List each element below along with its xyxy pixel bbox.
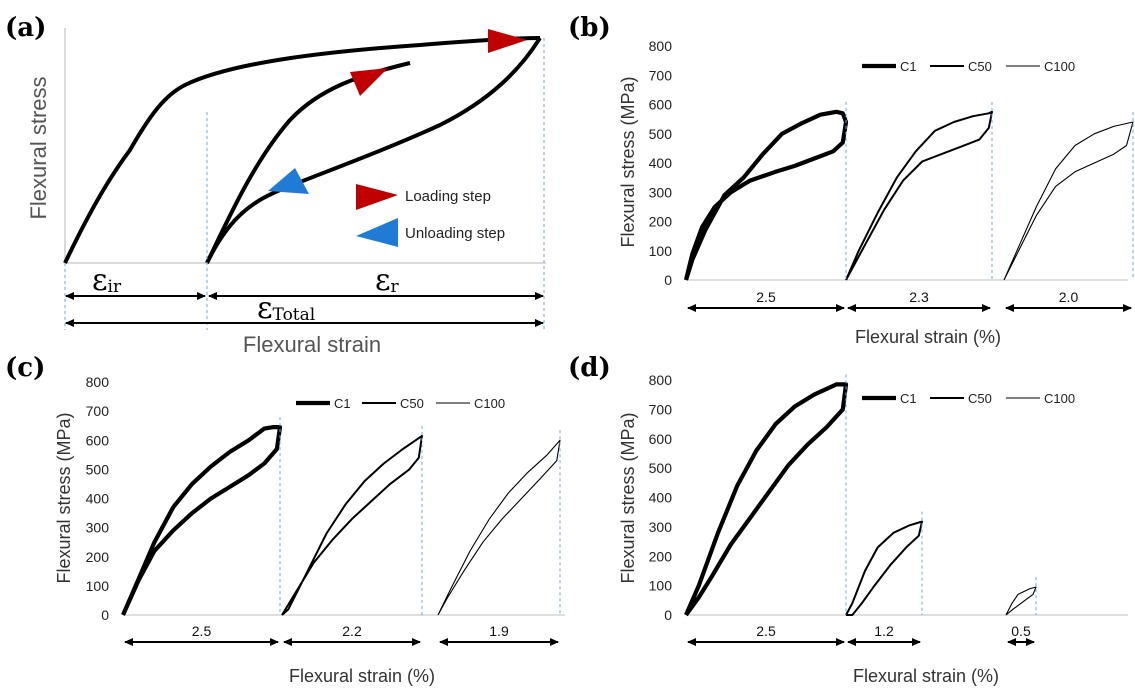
panel-c-span-label-1: 2.5 bbox=[192, 623, 212, 639]
panel-b-y-tick-500: 500 bbox=[649, 126, 673, 142]
panel-d-y-tick-700: 700 bbox=[649, 401, 673, 417]
panel-c-curves bbox=[121, 425, 561, 616]
panel-b-y-tick-300: 300 bbox=[649, 184, 673, 200]
panel-d-legend-label-c100: C100 bbox=[1044, 391, 1075, 406]
panel-d: (d) Flexural stress (MPa) 0 100 200 300 400 5… bbox=[568, 353, 1128, 686]
panel-d-curves bbox=[684, 382, 1037, 617]
panel-b-span-label-3: 2.0 bbox=[1059, 289, 1079, 305]
panel-c-curve-c50 bbox=[281, 434, 423, 616]
panel-c-letter: (c) bbox=[5, 353, 45, 383]
panel-d-spans: 2.5 1.2 0.5 bbox=[687, 623, 1035, 646]
panel-c-span-label-2: 2.2 bbox=[342, 623, 362, 639]
panel-b-curve-c1 bbox=[683, 109, 849, 281]
eps-total-label: εTotal bbox=[257, 291, 315, 326]
panel-b-x-title: Flexural strain (%) bbox=[855, 327, 1001, 347]
panel-c-legend-label-c1: C1 bbox=[334, 396, 351, 411]
panel-b-y-title: Flexural stress (MPa) bbox=[618, 76, 638, 247]
panel-c-x-title: Flexural strain (%) bbox=[289, 666, 435, 686]
panel-b-legend-label-c1: C1 bbox=[900, 59, 917, 74]
panel-d-y-tick-400: 400 bbox=[649, 490, 673, 506]
panel-d-legend-label-c1: C1 bbox=[900, 391, 917, 406]
panel-b-span-label-1: 2.5 bbox=[756, 289, 776, 305]
panel-b-y-tick-800: 800 bbox=[649, 38, 673, 54]
panel-b-curve-c100 bbox=[1003, 121, 1134, 281]
panel-d-curve-c50 bbox=[845, 520, 923, 616]
panel-d-span-label-3: 0.5 bbox=[1011, 623, 1031, 639]
panel-c-legend-label-c100: C100 bbox=[474, 396, 505, 411]
panel-b-spans: 2.5 2.3 2.0 bbox=[687, 289, 1132, 312]
panel-b-y-tick-100: 100 bbox=[649, 243, 673, 259]
loading-legend-label: Loading step bbox=[405, 188, 491, 205]
panel-b-legend-label-c100: C100 bbox=[1044, 59, 1075, 74]
panel-b-y-tick-400: 400 bbox=[649, 155, 673, 171]
panel-c-y-tick-400: 400 bbox=[86, 491, 110, 507]
panel-d-letter: (d) bbox=[568, 353, 611, 383]
panel-d-legend: C1 C50 C100 bbox=[862, 391, 1075, 406]
unloading-step-marker bbox=[268, 168, 309, 194]
panel-c-y-tick-100: 100 bbox=[86, 578, 110, 594]
panel-a-x-title: Flexural strain bbox=[243, 332, 381, 357]
panel-a-letter: (a) bbox=[5, 13, 46, 43]
panel-d-y-tick-800: 800 bbox=[649, 372, 673, 388]
panel-d-y-tick-600: 600 bbox=[649, 431, 673, 447]
panel-d-y-tick-0: 0 bbox=[664, 607, 672, 623]
panel-c-y-tick-700: 700 bbox=[86, 403, 110, 419]
panel-b-y-tick-600: 600 bbox=[649, 97, 673, 113]
panel-d-y-tick-200: 200 bbox=[649, 548, 673, 564]
eps-r-label: εr bbox=[375, 263, 400, 298]
panel-a: (a) Flexural stress Loading step Unloadi… bbox=[5, 13, 546, 357]
loading-step-marker-top bbox=[488, 29, 527, 53]
panel-d-span-label-1: 2.5 bbox=[756, 623, 776, 639]
loading-legend-icon bbox=[356, 184, 398, 210]
eps-ir-label: εir bbox=[92, 263, 122, 298]
unloading-legend-label: Unloading step bbox=[405, 225, 505, 242]
panel-a-loading-curve bbox=[63, 36, 541, 264]
panel-d-curve-c100 bbox=[1005, 586, 1037, 616]
panel-b-y-tick-700: 700 bbox=[649, 67, 673, 83]
panel-c-y-tick-200: 200 bbox=[86, 549, 110, 565]
panel-d-y-ticks: 0 100 200 300 400 500 600 700 800 bbox=[649, 372, 673, 623]
panel-d-x-title: Flexural strain (%) bbox=[853, 666, 999, 686]
panel-c-y-title: Flexural stress (MPa) bbox=[54, 412, 74, 583]
panel-c-curve-c1 bbox=[121, 425, 283, 616]
panel-c-y-tick-600: 600 bbox=[86, 432, 110, 448]
panel-d-y-tick-100: 100 bbox=[649, 578, 673, 594]
panel-b-letter: (b) bbox=[568, 13, 611, 43]
panel-b-ref-lines bbox=[845, 101, 1134, 280]
panel-d-ref-lines bbox=[845, 374, 1037, 615]
panel-a-unloading-curve bbox=[205, 36, 542, 264]
panel-a-y-title: Flexural stress bbox=[26, 76, 51, 219]
panel-b-y-ticks: 0 100 200 300 400 500 600 700 800 bbox=[649, 38, 673, 288]
panel-b-legend-label-c50: C50 bbox=[968, 59, 992, 74]
panel-b-curves bbox=[683, 109, 1134, 281]
panel-c-y-tick-800: 800 bbox=[86, 374, 110, 390]
panel-c-spans: 2.5 2.2 1.9 bbox=[124, 623, 559, 646]
panel-b-legend: C1 C50 C100 bbox=[862, 59, 1075, 74]
panel-b-y-tick-200: 200 bbox=[649, 214, 673, 230]
panel-d-y-title: Flexural stress (MPa) bbox=[618, 412, 638, 583]
panel-c-curve-c100 bbox=[437, 439, 561, 616]
panel-d-y-tick-300: 300 bbox=[649, 519, 673, 535]
panel-d-span-label-2: 1.2 bbox=[874, 623, 894, 639]
panel-c-span-label-3: 1.9 bbox=[489, 623, 509, 639]
panel-c-y-ticks: 0 100 200 300 400 500 600 700 800 bbox=[86, 374, 110, 623]
panel-c-legend-label-c50: C50 bbox=[400, 396, 424, 411]
unloading-legend-icon bbox=[356, 218, 398, 247]
panel-c-ref-lines bbox=[279, 417, 561, 615]
panel-b-y-tick-0: 0 bbox=[664, 272, 672, 288]
panel-b-curve-c50 bbox=[845, 110, 993, 281]
panel-d-y-tick-500: 500 bbox=[649, 460, 673, 476]
loading-step-marker-middle bbox=[350, 68, 388, 96]
panel-d-curve-c1 bbox=[684, 382, 849, 617]
panel-b: (b) Flexural stress (MPa) 0 100 200 300 400 5… bbox=[568, 13, 1134, 347]
panel-c-y-tick-500: 500 bbox=[86, 461, 110, 477]
panel-d-legend-label-c50: C50 bbox=[968, 391, 992, 406]
panel-c-y-tick-300: 300 bbox=[86, 520, 110, 536]
panel-b-span-label-2: 2.3 bbox=[909, 289, 929, 305]
panel-c-legend: C1 C50 C100 bbox=[296, 396, 505, 411]
panel-c: (c) Flexural stress (MPa) 0 100 200 300 400 5… bbox=[5, 353, 565, 686]
panel-c-y-tick-0: 0 bbox=[101, 607, 109, 623]
